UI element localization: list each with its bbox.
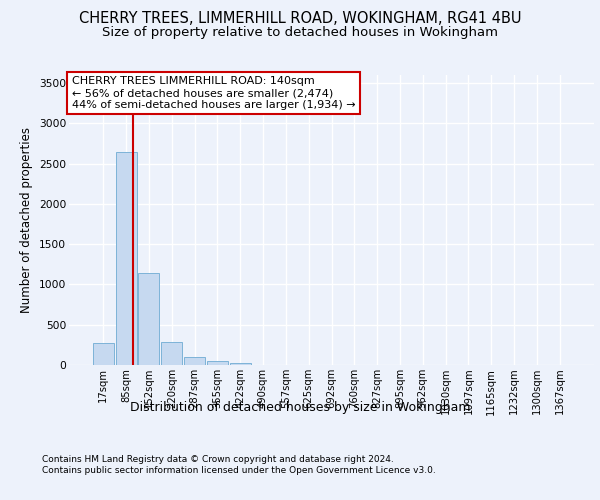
Text: Contains public sector information licensed under the Open Government Licence v3: Contains public sector information licen… bbox=[42, 466, 436, 475]
Bar bbox=[184, 357, 205, 365]
Bar bbox=[230, 362, 251, 365]
Bar bbox=[139, 273, 160, 365]
Bar bbox=[207, 360, 228, 365]
Y-axis label: Number of detached properties: Number of detached properties bbox=[20, 127, 33, 313]
Text: CHERRY TREES, LIMMERHILL ROAD, WOKINGHAM, RG41 4BU: CHERRY TREES, LIMMERHILL ROAD, WOKINGHAM… bbox=[79, 11, 521, 26]
Text: Size of property relative to detached houses in Wokingham: Size of property relative to detached ho… bbox=[102, 26, 498, 39]
Bar bbox=[93, 343, 114, 365]
Text: Contains HM Land Registry data © Crown copyright and database right 2024.: Contains HM Land Registry data © Crown c… bbox=[42, 455, 394, 464]
Text: CHERRY TREES LIMMERHILL ROAD: 140sqm
← 56% of detached houses are smaller (2,474: CHERRY TREES LIMMERHILL ROAD: 140sqm ← 5… bbox=[71, 76, 355, 110]
Text: Distribution of detached houses by size in Wokingham: Distribution of detached houses by size … bbox=[130, 401, 470, 414]
Bar bbox=[116, 152, 137, 365]
Bar bbox=[161, 342, 182, 365]
